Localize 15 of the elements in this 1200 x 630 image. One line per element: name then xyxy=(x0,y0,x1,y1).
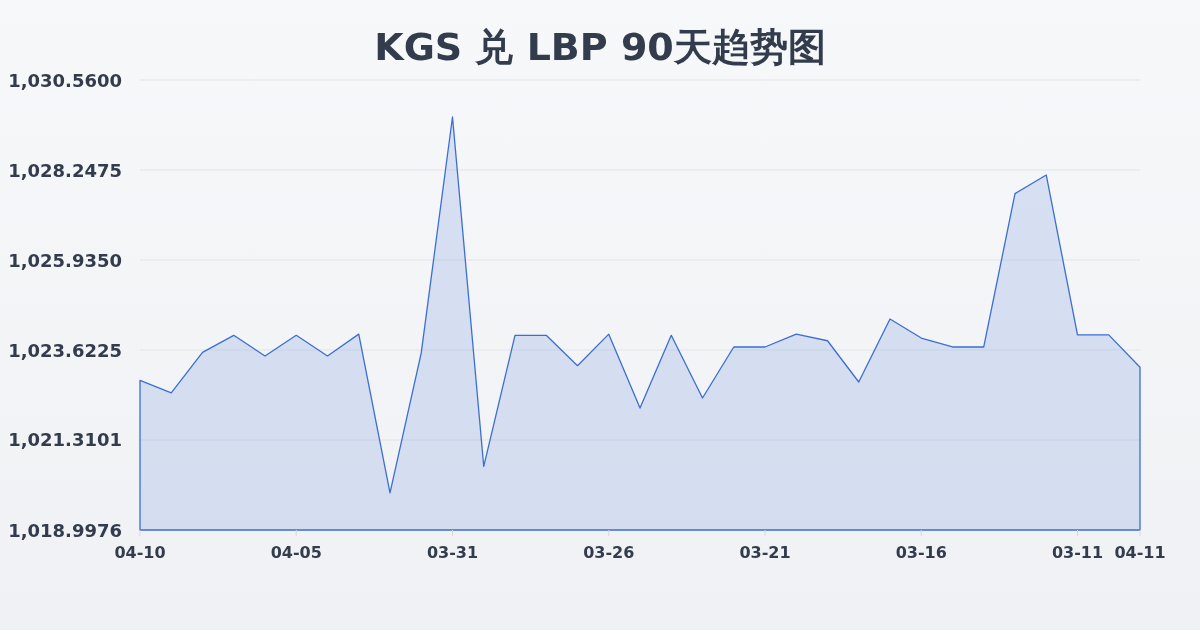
y-tick-label: 1,025.9350 xyxy=(8,249,122,271)
x-tick-label: 03-21 xyxy=(739,543,791,562)
y-tick-label: 1,018.9976 xyxy=(8,519,122,541)
y-tick-label: 1,028.2475 xyxy=(8,159,122,181)
y-tick-label: 1,023.6225 xyxy=(8,339,122,361)
x-tick-label: 04-11 xyxy=(1114,543,1166,562)
y-tick-label: 1,021.3101 xyxy=(8,429,122,451)
x-tick-label: 03-26 xyxy=(583,543,635,562)
x-tick-label: 03-11 xyxy=(1051,543,1104,562)
chart-title: KGS 兑 LBP 90天趋势图 xyxy=(374,25,826,69)
x-tick-label: 04-05 xyxy=(270,543,322,562)
y-tick-label: 1,030.5600 xyxy=(8,69,122,91)
x-tick-label: 04-10 xyxy=(114,543,166,562)
x-tick-label: 03-16 xyxy=(895,543,947,562)
x-tick-label: 03-31 xyxy=(426,543,479,562)
